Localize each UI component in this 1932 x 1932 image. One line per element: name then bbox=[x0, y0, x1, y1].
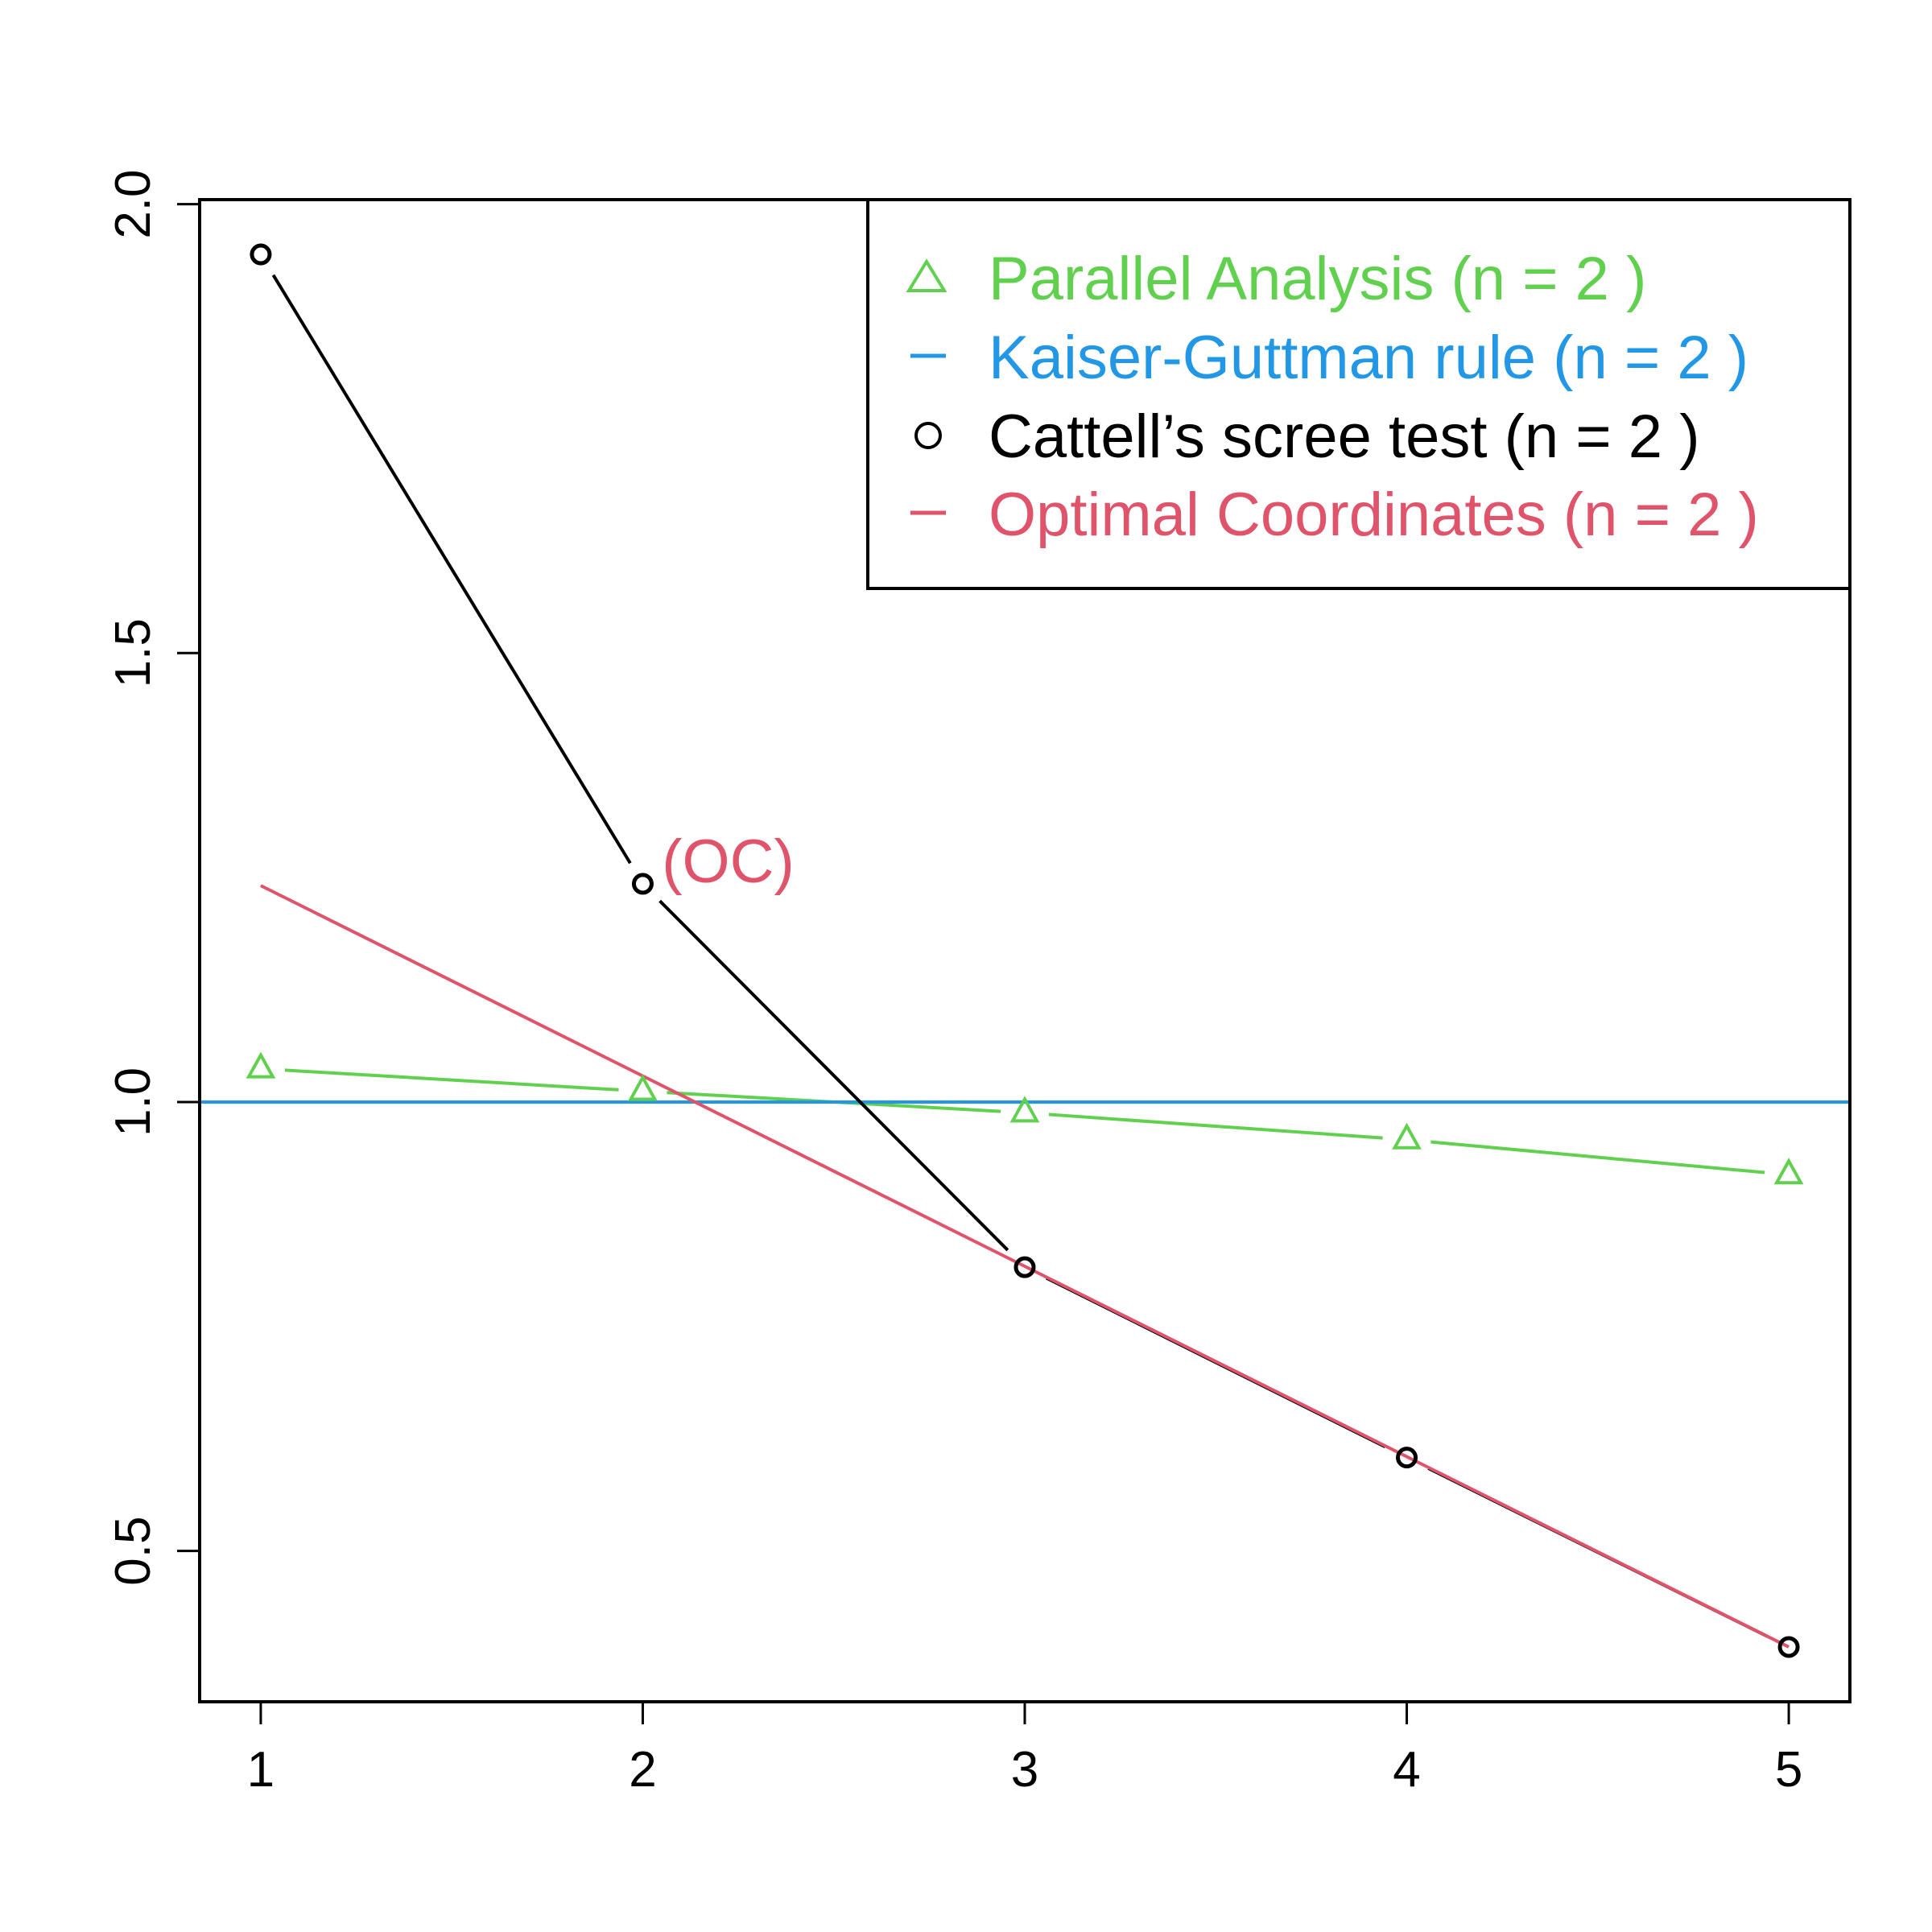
legend-box bbox=[866, 198, 1852, 590]
y-tick-label: 1.0 bbox=[105, 1067, 161, 1137]
x-tick-label: 1 bbox=[247, 1742, 275, 1798]
legend: Parallel Analysis (n = 2 ) Kaiser-Guttma… bbox=[866, 198, 1852, 590]
y-tick-label: 2.0 bbox=[105, 169, 161, 238]
oc-annotation: (OC) bbox=[662, 828, 795, 896]
scree-point bbox=[1013, 1256, 1036, 1278]
parallel-analysis-segment bbox=[284, 1068, 619, 1092]
scree-point bbox=[1396, 1447, 1418, 1469]
scree-point bbox=[1777, 1636, 1800, 1658]
y-tick-label: 0.5 bbox=[105, 1517, 161, 1586]
parallel-analysis-segment bbox=[1430, 1140, 1765, 1174]
legend-triangle-icon bbox=[906, 258, 947, 292]
x-axis: 1 2 3 4 5 bbox=[247, 1702, 1802, 1798]
parallel-analysis-point bbox=[628, 1074, 658, 1101]
scree-point bbox=[250, 243, 272, 266]
legend-circle-icon bbox=[914, 422, 942, 449]
optimal-coordinates-line bbox=[260, 884, 1790, 1649]
y-axis: 0.5 1.0 1.5 2.0 bbox=[105, 169, 201, 1586]
scree-point bbox=[631, 873, 654, 895]
parallel-analysis-point bbox=[1392, 1122, 1422, 1150]
y-tick-label: 1.5 bbox=[105, 618, 161, 687]
parallel-analysis-point bbox=[246, 1051, 276, 1079]
parallel-analysis-point bbox=[1773, 1158, 1804, 1185]
x-tick-label: 4 bbox=[1393, 1742, 1420, 1798]
x-tick-label: 2 bbox=[629, 1742, 656, 1798]
legend-label-optimal-coordinates: Optimal Coordinates (n = 2 ) bbox=[989, 481, 1759, 549]
legend-item-optimal-coordinates: Optimal Coordinates (n = 2 ) bbox=[910, 481, 1759, 549]
legend-label-kaiser-guttman: Kaiser-Guttman rule (n = 2 ) bbox=[989, 324, 1748, 392]
legend-item-cattell-scree: Cattell’s scree test (n = 2 ) bbox=[914, 402, 1700, 471]
legend-item-parallel-analysis: Parallel Analysis (n = 2 ) bbox=[906, 245, 1646, 313]
x-tick-label: 5 bbox=[1775, 1742, 1802, 1798]
x-tick-label: 3 bbox=[1011, 1742, 1038, 1798]
scree-segment bbox=[658, 899, 1009, 1252]
legend-item-kaiser-guttman: Kaiser-Guttman rule (n = 2 ) bbox=[910, 324, 1748, 392]
annotations: (OC) bbox=[662, 828, 795, 896]
legend-label-cattell-scree: Cattell’s scree test (n = 2 ) bbox=[989, 402, 1700, 471]
parallel-analysis-point bbox=[1009, 1096, 1040, 1123]
legend-label-parallel-analysis: Parallel Analysis (n = 2 ) bbox=[989, 245, 1646, 313]
plot-points bbox=[246, 243, 1804, 1658]
scree-segment bbox=[271, 274, 632, 865]
parallel-analysis-segment bbox=[1048, 1113, 1383, 1140]
